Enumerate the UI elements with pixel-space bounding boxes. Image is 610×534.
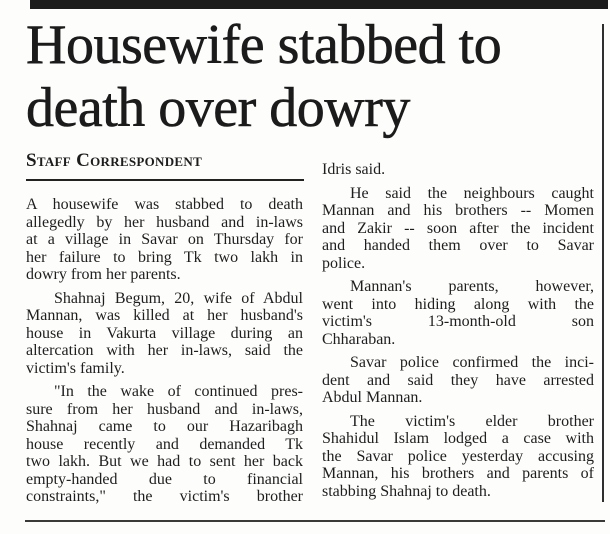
article-line: sure from her husband and in-laws,	[26, 400, 303, 418]
article-line: the Savar police yesterday accusing	[322, 447, 594, 465]
byline-rule	[26, 179, 304, 181]
article-paragraph: A housewife was stabbed to death allegedl…	[26, 196, 303, 284]
article-paragraph: Mannan's parents, however, went into hidi…	[322, 278, 594, 348]
article-line: Idris said.	[322, 161, 386, 178]
article-paragraph: The victim's elder brother Shahidul Islam…	[322, 413, 594, 501]
byline: Staff Correspondent	[26, 150, 203, 171]
article-paragraph: "In the wake of continued pres-sure from…	[26, 383, 303, 506]
article-line: dent and said they have arrested	[322, 371, 594, 389]
article-line: and Zakir -- soon after the incident	[322, 219, 594, 237]
article-line: Shahidul Islam lodged a case with	[322, 430, 594, 447]
article-line: her failure to bring Tk two lakh in	[26, 248, 303, 266]
article-line: constraints," the victim's brother	[26, 488, 303, 505]
article-line: at a village in Savar on Thursday for	[26, 231, 303, 248]
article-line: dowry from her parents.	[26, 266, 181, 283]
article-column-2: Idris said. He said the neighbours caught…	[322, 161, 594, 500]
article-line: victim's family.	[26, 359, 125, 377]
article-line: and handed them over to Savar	[322, 237, 594, 254]
article-bottom-rule	[25, 520, 605, 522]
article-line: stabbing Shahnaj to death.	[322, 482, 491, 500]
article-line: victim's 13-month-old son	[322, 313, 594, 330]
article-line: police.	[322, 254, 366, 272]
article-line: altercation with her in-laws, said the	[26, 342, 303, 359]
article-line: "In the wake of continued pres-	[54, 383, 303, 400]
article-paragraph: Shahnaj Begum, 20, wife of Abdul Mannan, …	[26, 290, 303, 378]
article-line: Shahnaj Begum, 20, wife of Abdul	[54, 289, 303, 307]
right-column-rule	[602, 24, 604, 502]
article-line: allegedly by her husband and in-laws	[26, 213, 303, 231]
headline-line-2: death over dowry	[26, 77, 411, 140]
article-line: empty-handed due to financial	[26, 470, 303, 488]
article-line: Mannan, his brothers and parents of	[322, 465, 594, 482]
article-headline: Housewife stabbed to death over dowry	[26, 14, 601, 140]
article-line: Shahnaj came to our Hazaribagh	[26, 418, 303, 435]
article-column-1: A housewife was stabbed to death allegedl…	[26, 196, 303, 506]
article-line: house in Vakurta village during an	[26, 324, 303, 342]
article-line: went into hiding along with the	[322, 295, 594, 313]
article-line: Mannan and his brothers -- Momen	[322, 202, 594, 219]
article-paragraph: Idris said.	[322, 161, 594, 179]
article-line: Mannan's parents, however,	[350, 278, 594, 295]
article-paragraph: Savar police confirmed the inci-dent and…	[322, 354, 594, 407]
article-line: A housewife was stabbed to death	[26, 196, 303, 213]
article-line: Mannan, was killed at her husband's	[26, 307, 303, 324]
article-line: Savar police confirmed the inci-	[350, 354, 594, 371]
article-paragraph: He said the neighbours caught Mannan and …	[322, 185, 594, 273]
article-line: The victim's elder brother	[350, 412, 594, 430]
article-line: house recently and demanded Tk	[26, 435, 303, 453]
top-section-bar	[30, 0, 608, 9]
article-line: Chharaban.	[322, 330, 396, 348]
article-line: He said the neighbours caught	[350, 184, 594, 202]
article-line: two lakh. But we had to sent her back	[26, 453, 303, 470]
article-line: Abdul Mannan.	[322, 389, 423, 406]
headline-line-1: Housewife stabbed to	[26, 14, 502, 77]
